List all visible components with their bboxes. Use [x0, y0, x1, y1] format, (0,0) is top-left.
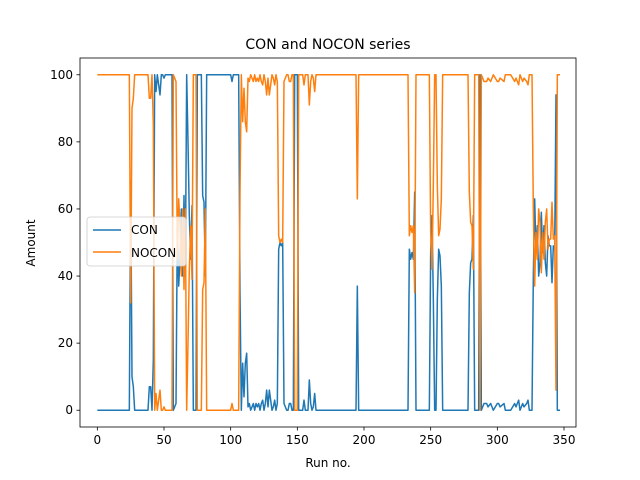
x-axis-label: Run no.	[305, 456, 350, 470]
x-tick-label: 250	[419, 433, 442, 447]
plot-area	[97, 74, 560, 411]
x-tick-label: 150	[286, 433, 309, 447]
y-tick-label: 0	[65, 403, 73, 417]
x-axis: 0 50 100 150 200 250 300 350	[94, 427, 576, 447]
y-axis-label: Amount	[24, 219, 38, 266]
y-tick-label: 20	[58, 336, 73, 350]
y-tick-label: 100	[50, 68, 73, 82]
series-line-nocon	[97, 74, 560, 411]
y-axis: 0 20 40 60 80 100	[50, 68, 80, 417]
x-tick-label: 350	[553, 433, 576, 447]
x-tick-label: 50	[156, 433, 171, 447]
x-tick-label: 100	[219, 433, 242, 447]
chart-title: CON and NOCON series	[245, 37, 410, 53]
x-tick-label: 300	[486, 433, 509, 447]
plot-frame	[79, 57, 577, 428]
x-tick-label: 0	[94, 433, 102, 447]
series-line-con	[97, 74, 560, 411]
x-tick-label: 200	[353, 433, 376, 447]
legend: CON NOCON	[86, 216, 187, 267]
y-tick-label: 40	[58, 269, 73, 283]
legend-label-con: CON	[131, 223, 158, 237]
y-tick-label: 60	[58, 202, 73, 216]
legend-label-nocon: NOCON	[131, 246, 176, 260]
y-tick-label: 80	[58, 135, 73, 149]
